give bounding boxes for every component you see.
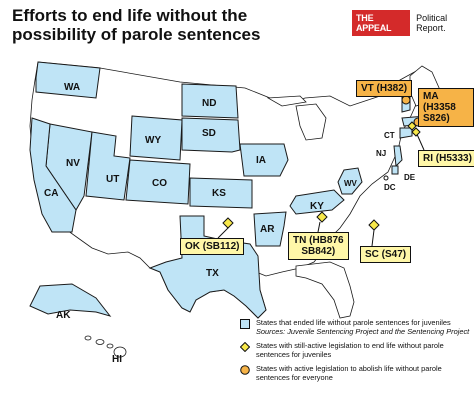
ma-yellow-marker: [407, 121, 417, 131]
tn-yellow-marker: [316, 211, 328, 223]
callout-tn: TN (HB876 SB842): [288, 232, 349, 260]
label-de: DE: [404, 173, 416, 182]
brand-subtitle: Political Report.: [416, 13, 448, 33]
label-ia: IA: [256, 155, 266, 166]
brand: THE APPEAL Political Report.: [352, 10, 474, 36]
callout-vt: VT (H382): [356, 80, 413, 97]
ok-yellow-marker: [222, 217, 234, 229]
state-wa: [35, 61, 101, 99]
label-ky: KY: [310, 201, 324, 212]
state-ky: [289, 189, 345, 215]
label-dc: DC: [384, 183, 396, 192]
state-nj: [393, 145, 403, 168]
label-ct: CT: [384, 131, 395, 140]
label-nj: NJ: [376, 149, 386, 158]
callout-ri: RI (H5333): [418, 150, 474, 167]
legend-everyone: States with active legislation to abolis…: [240, 364, 472, 382]
state-sd: [181, 117, 241, 153]
state-ar: [253, 211, 287, 247]
label-ut: UT: [106, 174, 119, 185]
state-de: [391, 165, 399, 175]
state-nd: [181, 83, 239, 119]
ended-states: [29, 61, 429, 319]
state-ct: [399, 127, 413, 139]
legend-ended-sources: Sources: Juvenile Sentencing Project and…: [256, 327, 470, 336]
callout-ma: MA (H3358 S826): [418, 88, 474, 127]
map-title-line-1: Efforts to end life without the: [12, 6, 248, 25]
callout-ok: OK (SB112): [180, 238, 245, 255]
dc-marker: [383, 175, 389, 181]
label-wv: WV: [344, 179, 358, 188]
state-wy: [129, 115, 183, 161]
label-hi: HI: [112, 354, 122, 365]
legend: States that ended life without parole se…: [240, 318, 472, 387]
state-ut: [85, 131, 131, 201]
state-co: [125, 159, 191, 205]
legend-everyone-text: States with active legislation to abolis…: [256, 364, 442, 382]
state-hi: [84, 335, 127, 358]
state-mi-up: [266, 95, 307, 107]
label-ak: AK: [56, 310, 71, 321]
callout-sc: SC (S47): [360, 246, 412, 263]
state-ak: [29, 283, 112, 317]
state-labels: WA ND NV WY SD UT CA CO KS IA WV KY AR T…: [44, 82, 416, 365]
map-title: Efforts to end life without the possibil…: [12, 6, 260, 44]
label-wy: WY: [145, 135, 161, 146]
state-mi: [295, 103, 327, 141]
legend-ended-swatch: [240, 319, 250, 329]
state-ks: [189, 177, 253, 209]
state-fl: [295, 261, 355, 319]
label-nv: NV: [66, 158, 80, 169]
the-appeal-logo: THE APPEAL: [352, 10, 411, 36]
state-wv: [337, 167, 363, 195]
legend-orange-circle-icon: [240, 365, 250, 375]
label-ar: AR: [260, 224, 275, 235]
map-title-line-2: possibility of parole sentences: [12, 25, 261, 44]
legend-yellow-diamond-icon: [240, 342, 250, 352]
label-ca: CA: [44, 188, 58, 199]
label-wa: WA: [64, 82, 80, 93]
vt-orange-marker: [401, 95, 411, 105]
label-tx: TX: [206, 268, 219, 279]
state-ca: [29, 117, 77, 233]
label-ks: KS: [212, 188, 226, 199]
sc-yellow-marker: [368, 219, 380, 231]
legend-juvenile: States with still-active legislation to …: [240, 341, 472, 359]
ri-yellow-marker: [411, 127, 421, 137]
state-ia: [239, 143, 289, 177]
legend-ended-text: States that ended life without parole se…: [256, 318, 451, 327]
legend-juvenile-text: States with still-active legislation to …: [256, 341, 444, 359]
label-nd: ND: [202, 98, 216, 109]
label-sd: SD: [202, 128, 216, 139]
label-co: CO: [152, 178, 167, 189]
legend-ended: States that ended life without parole se…: [240, 318, 472, 336]
